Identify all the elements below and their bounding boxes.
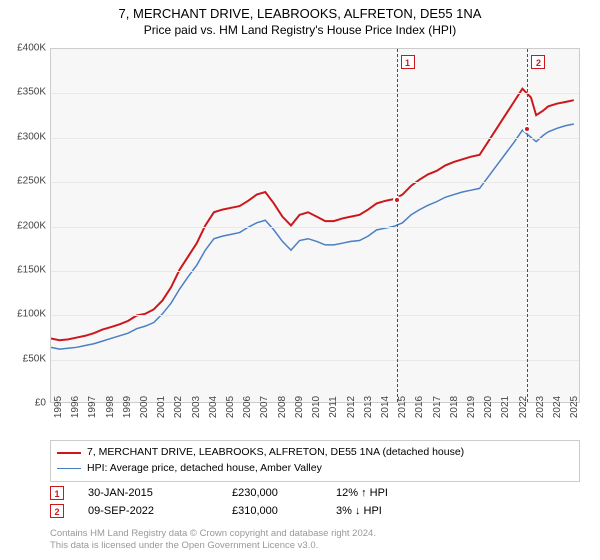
x-tick-label: 2012 (346, 396, 357, 418)
legend-box: 7, MERCHANT DRIVE, LEABROOKS, ALFRETON, … (50, 440, 580, 482)
x-tick-label: 2018 (449, 396, 460, 418)
x-tick-label: 2021 (500, 396, 511, 418)
gridline-h (51, 271, 579, 272)
x-tick-label: 2001 (156, 396, 167, 418)
chart-svg (51, 49, 579, 402)
sales-row-pct: 3% ↓ HPI (336, 505, 446, 517)
gridline-h (51, 138, 579, 139)
footer-line-2: This data is licensed under the Open Gov… (50, 540, 580, 552)
sale-callout-marker: 2 (531, 55, 545, 69)
x-tick-label: 2000 (139, 396, 150, 418)
y-tick-label: £100K (17, 309, 46, 320)
x-tick-label: 2025 (569, 396, 580, 418)
x-tick-label: 2015 (397, 396, 408, 418)
chart-title: 7, MERCHANT DRIVE, LEABROOKS, ALFRETON, … (0, 0, 600, 21)
x-tick-label: 2003 (191, 396, 202, 418)
y-tick-label: £0 (35, 398, 46, 409)
y-tick-label: £400K (17, 43, 46, 54)
sales-row-date: 09-SEP-2022 (88, 505, 208, 517)
x-tick-label: 2020 (483, 396, 494, 418)
x-tick-label: 2006 (242, 396, 253, 418)
x-tick-label: 2019 (466, 396, 477, 418)
footer-line-1: Contains HM Land Registry data © Crown c… (50, 528, 580, 540)
y-tick-label: £200K (17, 220, 46, 231)
x-tick-label: 1996 (70, 396, 81, 418)
sales-row-price: £230,000 (232, 487, 312, 499)
sales-row-marker: 1 (50, 486, 64, 500)
x-tick-label: 1995 (53, 396, 64, 418)
y-tick-label: £300K (17, 131, 46, 142)
x-tick-label: 1997 (87, 396, 98, 418)
x-tick-label: 2002 (173, 396, 184, 418)
sales-row: 2 09-SEP-2022 £310,000 3% ↓ HPI (50, 502, 580, 520)
x-tick-label: 1998 (105, 396, 116, 418)
sales-row-pct: 12% ↑ HPI (336, 487, 446, 499)
legend-swatch (57, 452, 81, 454)
sales-row-marker: 2 (50, 504, 64, 518)
legend-label: HPI: Average price, detached house, Ambe… (87, 461, 322, 477)
x-tick-label: 2014 (380, 396, 391, 418)
gridline-h (51, 227, 579, 228)
sales-table: 1 30-JAN-2015 £230,000 12% ↑ HPI 2 09-SEP-202… (50, 484, 580, 520)
sales-row-price: £310,000 (232, 505, 312, 517)
y-tick-label: £250K (17, 176, 46, 187)
y-tick-label: £50K (23, 353, 46, 364)
x-tick-label: 2011 (328, 396, 339, 418)
x-tick-label: 2016 (414, 396, 425, 418)
sale-point (523, 125, 531, 133)
sales-row: 1 30-JAN-2015 £230,000 12% ↑ HPI (50, 484, 580, 502)
gridline-h (51, 182, 579, 183)
legend-label: 7, MERCHANT DRIVE, LEABROOKS, ALFRETON, … (87, 445, 464, 461)
gridline-h (51, 315, 579, 316)
x-tick-label: 2023 (535, 396, 546, 418)
x-tick-label: 2004 (208, 396, 219, 418)
legend-row: 7, MERCHANT DRIVE, LEABROOKS, ALFRETON, … (57, 445, 573, 461)
y-tick-label: £150K (17, 264, 46, 275)
x-tick-label: 2007 (259, 396, 270, 418)
x-tick-label: 1999 (122, 396, 133, 418)
y-tick-label: £350K (17, 87, 46, 98)
sale-point (393, 196, 401, 204)
x-tick-label: 2008 (277, 396, 288, 418)
x-tick-label: 2010 (311, 396, 322, 418)
legend-row: HPI: Average price, detached house, Ambe… (57, 461, 573, 477)
x-tick-label: 2013 (363, 396, 374, 418)
gridline-h (51, 360, 579, 361)
sales-row-date: 30-JAN-2015 (88, 487, 208, 499)
x-tick-label: 2017 (432, 396, 443, 418)
x-tick-label: 2005 (225, 396, 236, 418)
sale-vline (527, 49, 528, 402)
sale-callout-marker: 1 (401, 55, 415, 69)
plot-area: 12 (50, 48, 580, 403)
series-line (51, 89, 574, 341)
footer-attribution: Contains HM Land Registry data © Crown c… (50, 528, 580, 553)
x-tick-label: 2022 (518, 396, 529, 418)
x-tick-label: 2024 (552, 396, 563, 418)
chart-subtitle: Price paid vs. HM Land Registry's House … (0, 21, 600, 37)
legend-swatch (57, 468, 81, 469)
sale-vline (397, 49, 398, 402)
x-tick-label: 2009 (294, 396, 305, 418)
gridline-h (51, 93, 579, 94)
